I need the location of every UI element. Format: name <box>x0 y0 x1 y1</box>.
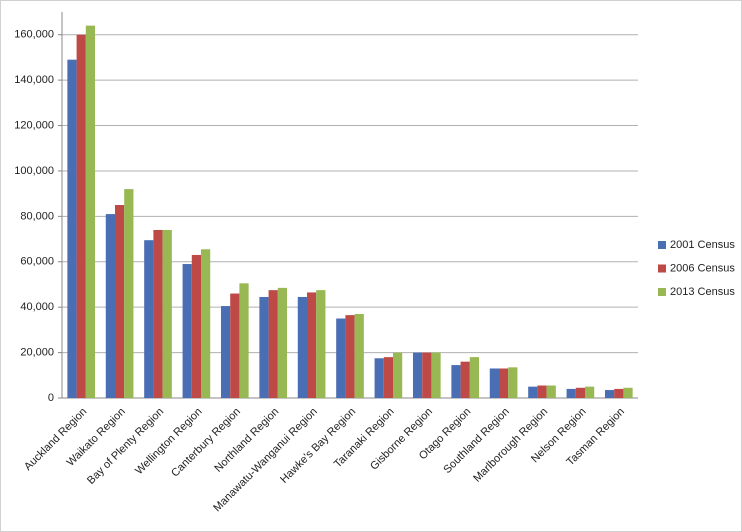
bar <box>451 365 461 398</box>
bar <box>528 386 538 398</box>
legend-label: 2001 Census <box>670 239 735 251</box>
bar <box>153 229 163 398</box>
legend-swatch <box>658 264 666 273</box>
legend-swatch <box>658 288 666 296</box>
y-tick-label: 80,000 <box>20 210 54 222</box>
bar <box>259 296 269 398</box>
bar <box>537 385 547 398</box>
bar <box>336 318 346 398</box>
bar <box>614 388 624 398</box>
bar <box>489 368 499 398</box>
bar <box>393 352 403 398</box>
y-tick-label: 140,000 <box>14 74 54 86</box>
bar <box>431 352 441 398</box>
bar <box>201 249 211 398</box>
bar <box>585 386 595 398</box>
y-tick-label: 120,000 <box>14 119 54 131</box>
bar <box>306 292 317 398</box>
bar <box>182 264 192 398</box>
bar <box>374 358 384 398</box>
y-tick-label: 160,000 <box>14 29 54 41</box>
bar <box>460 361 470 398</box>
bar <box>508 367 518 398</box>
y-tick-label: 40,000 <box>20 301 54 313</box>
bar <box>316 290 326 398</box>
bar <box>268 290 278 398</box>
bar <box>105 214 115 398</box>
bar <box>345 315 355 398</box>
bar <box>546 385 556 398</box>
bar <box>566 388 576 398</box>
bar <box>469 357 480 398</box>
bar <box>422 352 432 398</box>
bar <box>575 387 586 398</box>
bar <box>498 368 509 398</box>
y-tick-label: 20,000 <box>20 346 54 358</box>
bar <box>67 59 77 399</box>
bar <box>85 25 96 398</box>
bar <box>239 283 249 398</box>
bar <box>114 205 125 398</box>
bar <box>76 34 86 399</box>
bar <box>230 293 240 398</box>
legend-label: 2013 Census <box>670 286 735 298</box>
bar <box>297 296 307 398</box>
bar <box>162 229 172 398</box>
bar <box>144 240 154 398</box>
legend-swatch <box>658 241 666 249</box>
bar <box>354 313 364 398</box>
y-tick-label: 60,000 <box>20 256 54 268</box>
legend-label: 2006 Census <box>670 262 735 274</box>
bar <box>277 287 288 398</box>
bar <box>623 387 633 398</box>
y-tick-label: 100,000 <box>14 165 54 177</box>
bar <box>383 357 394 398</box>
bar <box>220 306 231 398</box>
y-tick-label: 0 <box>48 392 54 404</box>
bar <box>604 390 615 398</box>
bar <box>412 352 423 398</box>
bar <box>191 254 202 398</box>
bar <box>124 189 134 398</box>
